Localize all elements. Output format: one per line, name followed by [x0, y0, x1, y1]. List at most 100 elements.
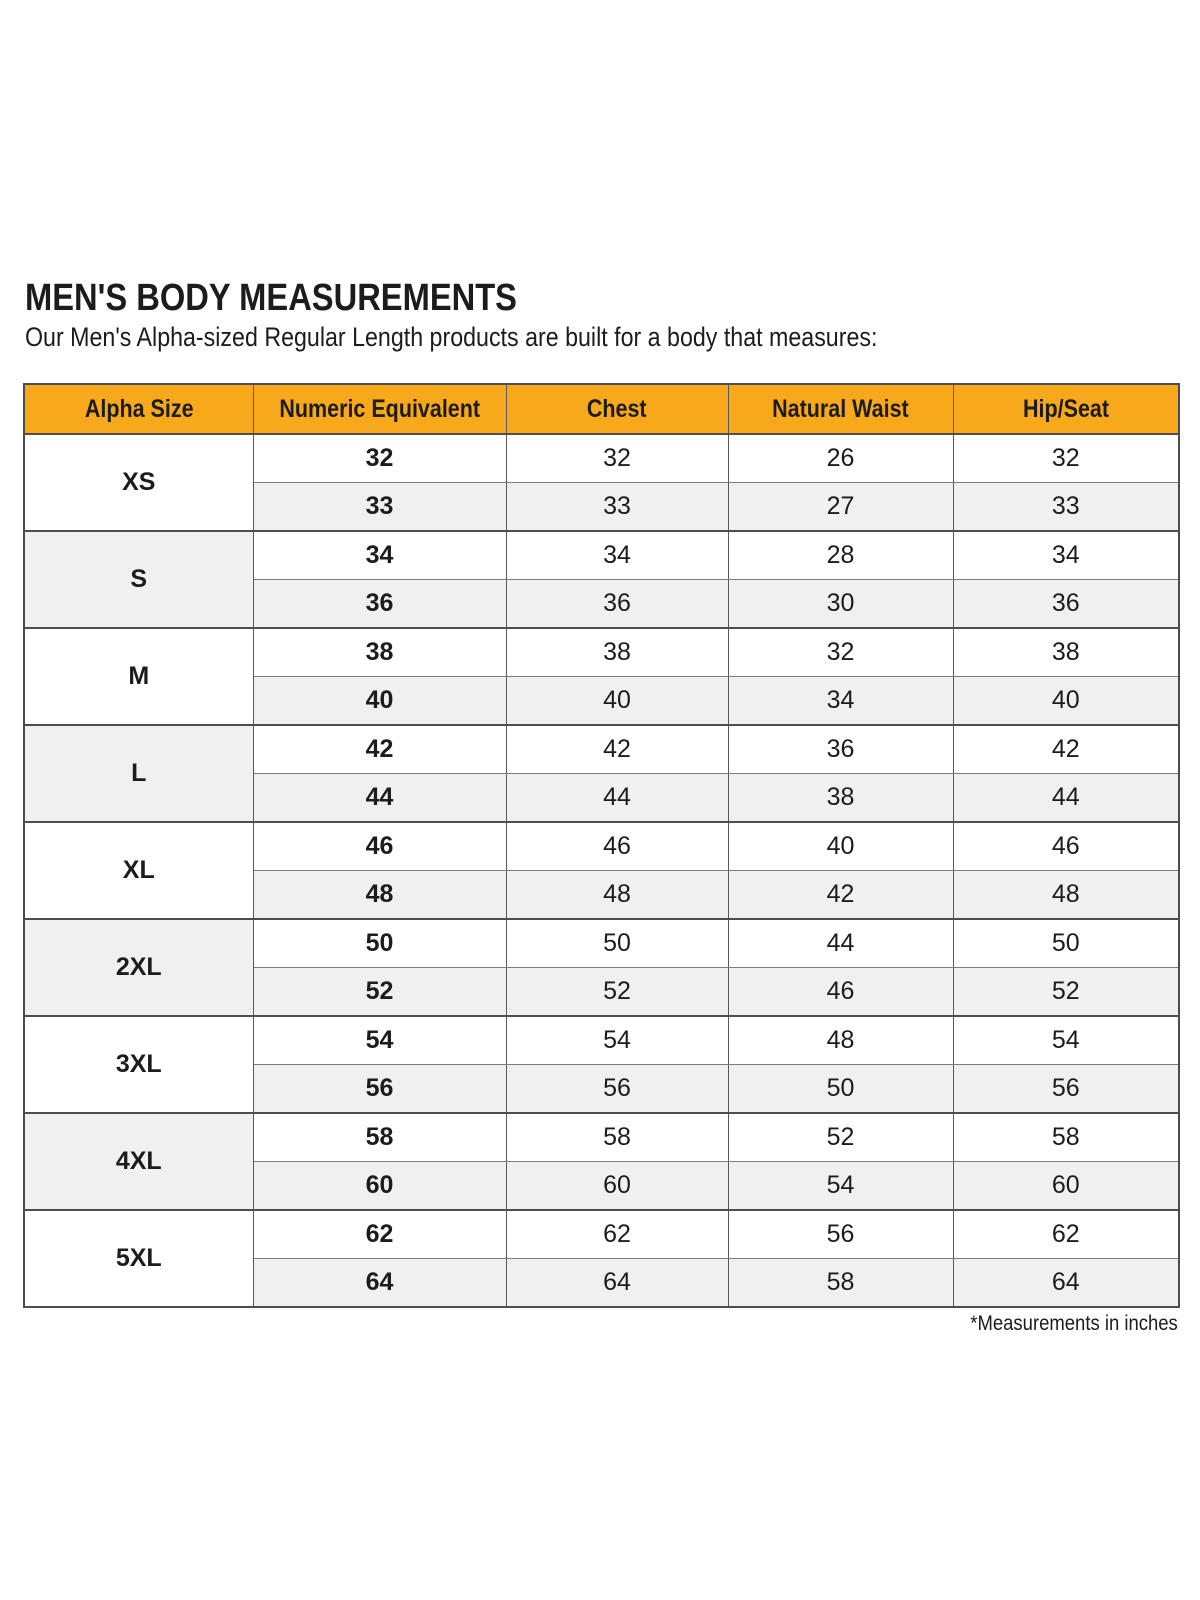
chest-cell: 48: [505, 870, 729, 920]
natural-waist-cell: 50: [727, 1064, 954, 1114]
natural-waist-cell: 38: [727, 773, 954, 823]
natural-waist-cell: 46: [727, 967, 954, 1017]
size-group-row-3xl-1: 3XL 54 54 48 54: [23, 1015, 1180, 1114]
size-group-row-l-1: L 42 42 36 42: [23, 724, 1180, 823]
header-label-numeric-equivalent: Numeric Equivalent: [279, 394, 480, 423]
page-subtitle: Our Men's Alpha-sized Regular Length pro…: [25, 322, 1016, 353]
chest-cell: 54: [505, 1015, 729, 1065]
header-cell-alpha-size: Alpha Size: [23, 383, 254, 435]
natural-waist-cell: 27: [727, 482, 954, 532]
chest-cell: 42: [505, 724, 729, 774]
alpha-size-cell: 4XL: [23, 1112, 254, 1211]
size-group-row-5xl-2: 64 64 58 64: [24, 1258, 1180, 1308]
numeric-equivalent-cell: 56: [252, 1064, 507, 1114]
numeric-equivalent-cell: 58: [252, 1112, 507, 1162]
numeric-equivalent-cell: 64: [252, 1258, 507, 1308]
alpha-size-cell: M: [23, 627, 254, 726]
header-cell-natural-waist: Natural Waist: [727, 383, 954, 435]
chest-cell: 56: [505, 1064, 729, 1114]
numeric-equivalent-cell: 48: [252, 870, 507, 920]
numeric-equivalent-cell: 60: [252, 1161, 507, 1211]
numeric-equivalent-cell: 34: [252, 530, 507, 580]
size-chart-table-container: Alpha Size Numeric Equivalent Chest Natu…: [23, 383, 1180, 1308]
natural-waist-cell: 48: [727, 1015, 954, 1065]
alpha-size-cell: L: [23, 724, 254, 823]
size-group-row-m-1: M 38 38 32 38: [23, 627, 1180, 726]
chest-cell: 52: [505, 967, 729, 1017]
size-group-row-3xl-2: 56 56 50 56: [24, 1064, 1180, 1114]
hip-seat-cell: 34: [952, 530, 1180, 580]
header-cell-numeric-equivalent: Numeric Equivalent: [252, 383, 507, 435]
hip-seat-cell: 60: [952, 1161, 1180, 1211]
header-cell-hip-seat: Hip/Seat: [952, 383, 1180, 435]
natural-waist-cell: 32: [727, 627, 954, 677]
header-label-hip-seat: Hip/Seat: [1022, 394, 1109, 423]
chest-cell: 40: [505, 676, 729, 726]
size-group-row-s-2: 36 36 30 36: [24, 579, 1180, 629]
size-group-row-2xl-1: 2XL 50 50 44 50: [23, 918, 1180, 1017]
alpha-size-cell: XL: [23, 821, 254, 920]
size-group-row-2xl-2: 52 52 46 52: [24, 967, 1180, 1017]
chest-cell: 50: [505, 918, 729, 968]
size-group-row-5xl-1: 5XL 62 62 56 62: [23, 1209, 1180, 1308]
chest-cell: 46: [505, 821, 729, 871]
natural-waist-cell: 54: [727, 1161, 954, 1211]
numeric-equivalent-cell: 46: [252, 821, 507, 871]
natural-waist-cell: 30: [727, 579, 954, 629]
page-subtitle-text: Our Men's Alpha-sized Regular Length pro…: [25, 322, 878, 352]
hip-seat-cell: 33: [952, 482, 1180, 532]
natural-waist-cell: 44: [727, 918, 954, 968]
chest-cell: 64: [505, 1258, 729, 1308]
hip-seat-cell: 54: [952, 1015, 1180, 1065]
natural-waist-cell: 42: [727, 870, 954, 920]
size-group-row-xl-2: 48 48 42 48: [24, 870, 1180, 920]
hip-seat-cell: 36: [952, 579, 1180, 629]
hip-seat-cell: 46: [952, 821, 1180, 871]
measurements-footnote: *Measurements in inches: [23, 1312, 1178, 1336]
size-chart-table: Alpha Size Numeric Equivalent Chest Natu…: [23, 383, 1180, 1308]
page-title: MEN'S BODY MEASUREMENTS: [25, 277, 597, 320]
hip-seat-cell: 52: [952, 967, 1180, 1017]
numeric-equivalent-cell: 32: [252, 433, 507, 483]
natural-waist-cell: 26: [727, 433, 954, 483]
numeric-equivalent-cell: 54: [252, 1015, 507, 1065]
numeric-equivalent-cell: 38: [252, 627, 507, 677]
chest-cell: 36: [505, 579, 729, 629]
natural-waist-cell: 40: [727, 821, 954, 871]
alpha-size-cell: 5XL: [23, 1209, 254, 1308]
alpha-size-cell: 3XL: [23, 1015, 254, 1114]
hip-seat-cell: 62: [952, 1209, 1180, 1259]
hip-seat-cell: 40: [952, 676, 1180, 726]
alpha-size-cell: S: [23, 530, 254, 629]
hip-seat-cell: 44: [952, 773, 1180, 823]
hip-seat-cell: 42: [952, 724, 1180, 774]
size-group-row-m-2: 40 40 34 40: [24, 676, 1180, 726]
numeric-equivalent-cell: 33: [252, 482, 507, 532]
chest-cell: 34: [505, 530, 729, 580]
numeric-equivalent-cell: 52: [252, 967, 507, 1017]
chest-cell: 33: [505, 482, 729, 532]
natural-waist-cell: 58: [727, 1258, 954, 1308]
hip-seat-cell: 48: [952, 870, 1180, 920]
chest-cell: 58: [505, 1112, 729, 1162]
size-group-row-xs-2: 33 33 27 33: [24, 482, 1180, 532]
numeric-equivalent-cell: 42: [252, 724, 507, 774]
hip-seat-cell: 64: [952, 1258, 1180, 1308]
hip-seat-cell: 32: [952, 433, 1180, 483]
chest-cell: 38: [505, 627, 729, 677]
header-cell-chest: Chest: [505, 383, 729, 435]
natural-waist-cell: 36: [727, 724, 954, 774]
natural-waist-cell: 56: [727, 1209, 954, 1259]
header-label-chest: Chest: [587, 394, 647, 423]
measurements-footnote-text: *Measurements in inches: [970, 1312, 1178, 1335]
chest-cell: 44: [505, 773, 729, 823]
size-group-row-4xl-2: 60 60 54 60: [24, 1161, 1180, 1211]
numeric-equivalent-cell: 36: [252, 579, 507, 629]
hip-seat-cell: 38: [952, 627, 1180, 677]
header-label-natural-waist: Natural Waist: [772, 394, 909, 423]
numeric-equivalent-cell: 50: [252, 918, 507, 968]
size-group-row-xl-1: XL 46 46 40 46: [23, 821, 1180, 920]
hip-seat-cell: 56: [952, 1064, 1180, 1114]
hip-seat-cell: 50: [952, 918, 1180, 968]
hip-seat-cell: 58: [952, 1112, 1180, 1162]
